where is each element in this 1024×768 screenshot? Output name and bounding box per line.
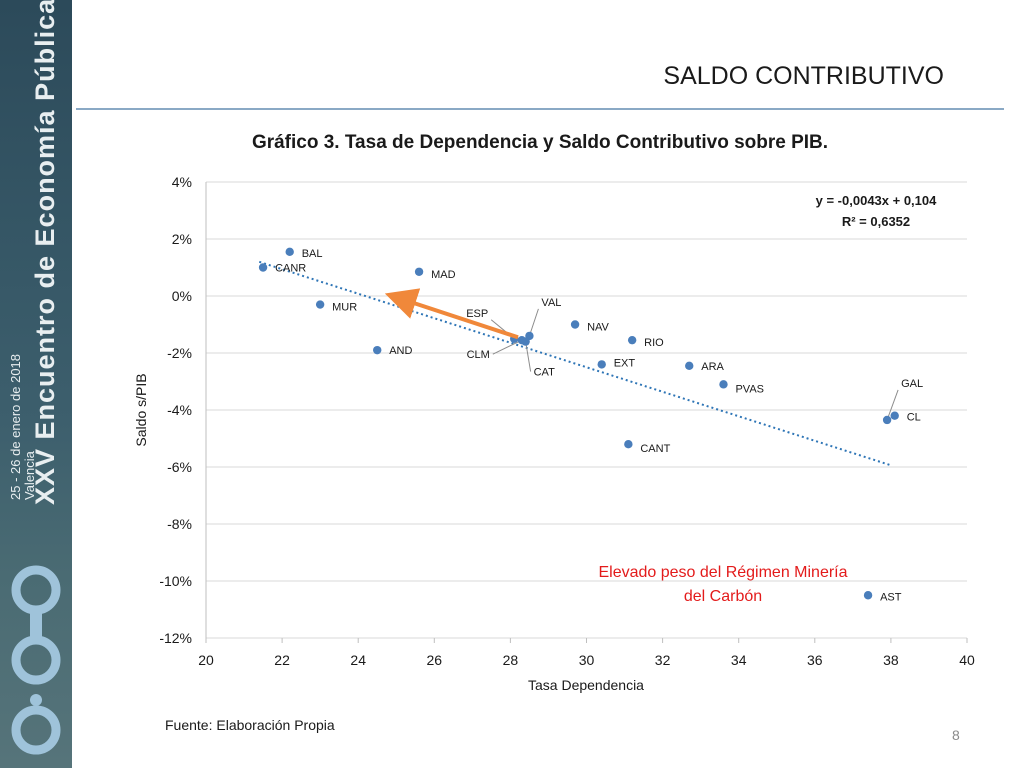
x-tick-label: 36 (807, 652, 823, 668)
x-tick-label: 28 (503, 652, 519, 668)
data-label-gal: GAL (901, 378, 923, 390)
leader-line (492, 339, 523, 355)
data-label-nav: NAV (587, 322, 609, 334)
data-label-ast: AST (880, 591, 902, 603)
data-point-ara (685, 361, 694, 371)
data-label-ara: ARA (701, 361, 724, 373)
x-tick-label: 38 (883, 652, 899, 668)
page-number: 8 (952, 727, 960, 743)
x-tick-label: 32 (655, 652, 671, 668)
y-axis-title: Saldo s/PIB (133, 373, 149, 446)
x-tick-label: 22 (274, 652, 290, 668)
annotation-line-1: Elevado peso del Régimen Minería (598, 564, 847, 581)
slide-title: SALDO CONTRIBUTIVO (663, 62, 944, 90)
data-point-canr (258, 263, 268, 272)
data-point-pvas (719, 380, 728, 389)
source-note: Fuente: Elaboración Propia (165, 717, 335, 733)
y-tick-label: 0% (172, 288, 192, 304)
y-tick-label: -8% (167, 516, 192, 532)
y-tick-label: -12% (159, 630, 192, 646)
y-tick-label: 2% (172, 231, 192, 247)
y-tick-label: -2% (167, 345, 192, 361)
data-point-bal (285, 247, 294, 257)
data-point-cl (890, 411, 899, 420)
data-point-mur (315, 300, 325, 309)
data-label-esp: ESP (466, 308, 488, 320)
data-label-canr: CANR (275, 263, 306, 275)
x-tick-label: 34 (731, 652, 747, 668)
ieep-logo (11, 565, 61, 755)
y-tick-label: 4% (172, 174, 192, 190)
trendline-equation: y = -0,0043x + 0,104 (816, 193, 937, 208)
leader-line (886, 389, 899, 421)
x-tick-label: 20 (198, 652, 214, 668)
data-point-ext (597, 360, 606, 369)
annotation-line-2: del Carbón (684, 588, 762, 605)
trendline (258, 260, 892, 467)
x-tick-label: 24 (350, 652, 366, 668)
x-axis-title: Tasa Dependencia (528, 677, 644, 693)
x-tick-label: 26 (427, 652, 443, 668)
data-label-bal: BAL (302, 248, 323, 260)
data-label-cant: CANT (640, 443, 670, 455)
data-point-nav (570, 320, 580, 329)
data-label-and: AND (389, 345, 412, 357)
sidebar-banner: XXV Encuentro de Economía Pública 25 - 2… (0, 0, 72, 768)
data-point-and (373, 345, 382, 355)
data-point-cant (624, 440, 633, 449)
data-label-mur: MUR (332, 302, 357, 314)
y-tick-label: -10% (159, 573, 192, 589)
data-label-cl: CL (907, 412, 921, 424)
data-label-rio: RIO (644, 337, 664, 349)
data-label-mad: MAD (431, 269, 456, 281)
title-divider (76, 108, 1004, 110)
x-tick-label: 40 (959, 652, 975, 668)
data-label-ext: EXT (614, 357, 636, 369)
data-point-gal (882, 415, 892, 425)
trendline-r2: R² = 0,6352 (842, 214, 910, 229)
leader-line (525, 341, 532, 372)
data-label-cat: CAT (534, 367, 555, 379)
data-label-val: VAL (541, 297, 561, 309)
y-tick-label: -6% (167, 459, 192, 475)
data-point-rio (627, 335, 637, 345)
chart-title: Gráfico 3. Tasa de Dependencia y Saldo C… (251, 132, 829, 153)
data-label-pvas: PVAS (735, 383, 764, 395)
y-tick-label: -4% (167, 402, 192, 418)
data-point-mad (414, 267, 424, 276)
trend-arrow (384, 288, 519, 340)
data-point-cat (521, 337, 530, 346)
data-point-ast (863, 591, 873, 600)
data-label-clm: CLM (467, 349, 490, 361)
leader-line (528, 308, 539, 337)
x-tick-label: 30 (579, 652, 595, 668)
